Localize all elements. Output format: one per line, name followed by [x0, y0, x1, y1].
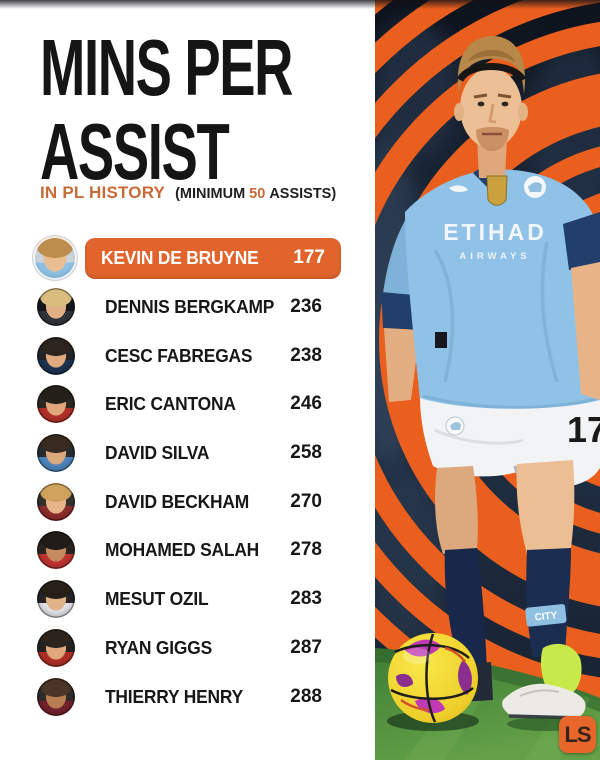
player-jersey — [405, 169, 600, 411]
player-name: ERIC CANTONA — [105, 393, 236, 415]
player-avatar — [37, 385, 75, 424]
player-avatar — [37, 677, 75, 716]
boot — [502, 683, 586, 719]
player-avatar — [37, 434, 75, 473]
player-photo-panel: ETIHAD AIRWAYS 17 CITY — [375, 0, 600, 760]
boot-heel-neon — [540, 643, 582, 694]
player-name: DENNIS BERGKAMP — [105, 296, 275, 318]
note-value: 50 — [249, 186, 266, 202]
player-value: 287 — [290, 636, 322, 658]
note-prefix: (MINIMUM — [175, 186, 246, 202]
player-value: 283 — [290, 588, 322, 610]
player-photo-illustration: ETIHAD AIRWAYS 17 CITY — [375, 0, 600, 760]
livescore-logo: LS — [559, 716, 596, 753]
player-value: 270 — [290, 490, 322, 512]
player-name: MESUT OZIL — [105, 588, 209, 610]
livescore-logo-text: LS — [564, 721, 591, 747]
list-item-rank-3: CESC FABREGAS 238 — [0, 331, 341, 380]
player-name: CESC FABREGAS — [105, 344, 253, 366]
list-item-rank-2: DENNIS BERGKAMP 236 — [0, 283, 341, 332]
player-name: THIERRY HENRY — [105, 685, 243, 707]
player-avatar — [37, 580, 75, 619]
page-title: MINS PER ASSIST — [40, 23, 293, 196]
player-name: DAVID BECKHAM — [105, 490, 250, 512]
subtitle-highlight: IN PL HISTORY — [40, 183, 166, 202]
top-fade — [0, 0, 600, 9]
player-name: RYAN GIGGS — [105, 636, 212, 658]
player-value: 246 — [290, 393, 322, 415]
player-value: 258 — [290, 442, 322, 464]
player-avatar — [37, 531, 75, 570]
list-item-rank-7: MOHAMED SALAH 278 — [0, 526, 341, 575]
football — [387, 633, 479, 731]
top-player-bar: KEVIN DE BRUYNE 177 — [85, 237, 341, 279]
note-suffix: ASSISTS) — [269, 186, 337, 202]
player-avatar — [37, 628, 75, 667]
player-name: MOHAMED SALAH — [105, 539, 260, 561]
leaderboard: KEVIN DE BRUYNE 177 DENNIS BERGKAMP 236 … — [0, 234, 341, 721]
list-item-rank-10: THIERRY HENRY 288 — [0, 672, 341, 721]
player-value: 177 — [293, 247, 325, 269]
list-item-rank-8: MESUT OZIL 283 — [0, 575, 341, 624]
jersey-sponsor-text: ETIHAD — [443, 219, 547, 245]
subtitle-note: (MINIMUM 50 ASSISTS) — [175, 186, 336, 202]
title-line-2: ASSIST — [40, 107, 230, 196]
shorts-number: 17 — [567, 409, 600, 450]
player-value: 288 — [290, 685, 322, 707]
list-item-rank-5: DAVID SILVA 258 — [0, 429, 341, 478]
list-item-rank-4: ERIC CANTONA 246 — [0, 380, 341, 429]
player-avatar — [33, 236, 77, 281]
player-value: 238 — [290, 344, 322, 366]
subtitle: IN PL HISTORY (MINIMUM 50 ASSISTS) — [40, 183, 336, 203]
sock-label: CITY — [534, 610, 558, 623]
player-hair — [457, 36, 526, 94]
list-item-rank-9: RYAN GIGGS 287 — [0, 624, 341, 673]
list-item-rank-1: KEVIN DE BRUYNE 177 — [0, 234, 341, 283]
list-item-rank-6: DAVID BECKHAM 270 — [0, 477, 341, 526]
player-headband — [456, 63, 527, 83]
player-avatar — [37, 482, 75, 521]
title-line-1: MINS PER — [40, 23, 293, 112]
player-value: 278 — [290, 539, 322, 561]
player-avatar — [37, 336, 75, 375]
player-avatar — [37, 288, 75, 327]
jersey-sponsor-subtext: AIRWAYS — [459, 251, 530, 262]
puma-logo — [449, 185, 468, 193]
club-world-cup-badge — [486, 175, 508, 206]
player-value: 236 — [290, 296, 322, 318]
player-name: DAVID SILVA — [105, 442, 210, 464]
player-figure: ETIHAD AIRWAYS 17 CITY — [381, 36, 600, 731]
stats-panel: MINS PER ASSIST IN PL HISTORY (MINIMUM 5… — [0, 23, 341, 721]
front-sock — [526, 548, 571, 658]
player-name: KEVIN DE BRUYNE — [101, 247, 259, 269]
